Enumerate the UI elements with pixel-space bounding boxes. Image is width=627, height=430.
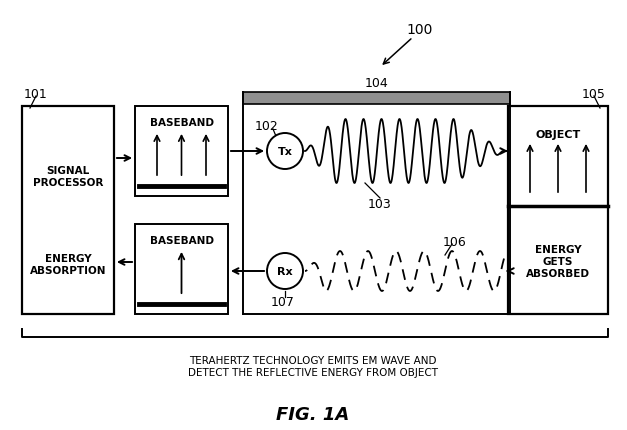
Text: FIG. 1A: FIG. 1A	[277, 405, 350, 423]
Text: 102: 102	[255, 119, 279, 132]
Circle shape	[267, 134, 303, 169]
Text: ENERGY
GETS
ABSORBED: ENERGY GETS ABSORBED	[526, 245, 590, 278]
Bar	[135, 224, 228, 314]
Text: 106: 106	[443, 235, 467, 248]
Text: Rx: Rx	[277, 266, 293, 276]
Bar	[135, 107, 228, 197]
Bar	[243, 93, 510, 105]
Text: BASEBAND: BASEBAND	[149, 236, 214, 246]
Text: TERAHERTZ TECHNOLOGY EMITS EM WAVE AND
DETECT THE REFLECTIVE ENERGY FROM OBJECT: TERAHERTZ TECHNOLOGY EMITS EM WAVE AND D…	[188, 355, 438, 377]
Text: Tx: Tx	[278, 147, 292, 157]
Text: OBJECT: OBJECT	[535, 130, 581, 140]
Text: ENERGY
ABSORPTION: ENERGY ABSORPTION	[29, 254, 106, 275]
Text: 100: 100	[407, 23, 433, 37]
Text: 101: 101	[24, 87, 48, 100]
Circle shape	[267, 253, 303, 289]
Text: BASEBAND: BASEBAND	[149, 118, 214, 128]
Text: 107: 107	[271, 295, 295, 308]
Bar	[508, 107, 608, 314]
Text: 105: 105	[582, 87, 606, 100]
Bar	[22, 107, 114, 314]
Text: SIGNAL
PROCESSOR: SIGNAL PROCESSOR	[33, 166, 103, 187]
Text: 103: 103	[368, 197, 392, 210]
Text: 104: 104	[365, 76, 388, 89]
